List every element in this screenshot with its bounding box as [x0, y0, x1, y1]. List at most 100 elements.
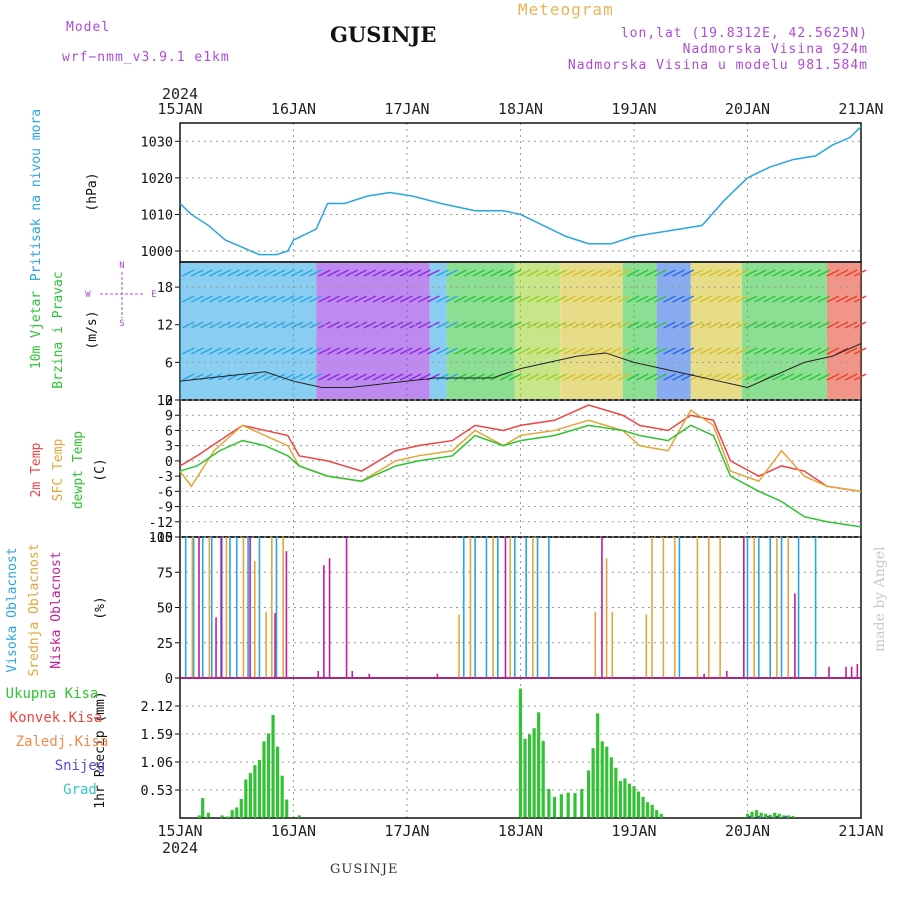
x-tick-label-bottom: 18JAN [498, 822, 543, 840]
wind-barb [545, 347, 558, 355]
precip-bar [623, 778, 627, 818]
wind-barb [454, 347, 467, 355]
wind-barb [663, 373, 676, 381]
x-tick-label-top: 21JAN [838, 100, 883, 118]
wind-barb [181, 269, 195, 277]
wind-barb [209, 269, 222, 277]
wind-barb [690, 295, 704, 303]
wind-barb [672, 347, 685, 355]
y-tick-label: 1.06 [140, 755, 173, 771]
wind-barb [517, 269, 531, 277]
wind-barb [817, 373, 831, 381]
wind-barb [853, 321, 867, 329]
wind-barb [536, 269, 549, 277]
x-tick-label-top: 20JAN [725, 100, 770, 118]
wind-barb [545, 321, 558, 329]
wind-barb [490, 347, 504, 355]
wind-barb [563, 373, 576, 381]
wind-barb [654, 295, 667, 303]
precip-bar [591, 748, 595, 818]
wind-barb [835, 295, 849, 303]
wind-barb [554, 347, 567, 355]
wind-barb [799, 373, 813, 381]
wind-barb [436, 295, 449, 303]
y-tick-label: 18 [157, 280, 173, 296]
wind-barb [672, 295, 685, 303]
wind-barb [763, 295, 776, 303]
legend-convective-rain: Konvek.Kisa [10, 710, 103, 726]
precip-bar [773, 812, 777, 818]
y-tick-label: -3 [157, 469, 173, 485]
altitude-label: Nadmorska Visina 924m [682, 42, 868, 57]
wind-barb [781, 295, 794, 303]
wind-dir-east: E [151, 290, 156, 300]
precip-bar [552, 796, 557, 818]
wind-barb [654, 269, 667, 277]
wind-barb [772, 321, 785, 329]
wind-barb [418, 269, 431, 277]
wind-barb [726, 373, 740, 381]
wind-barb [336, 373, 349, 381]
wind-barb [645, 269, 658, 277]
y-tick-label: 50 [157, 601, 173, 617]
precip-bar [573, 793, 577, 818]
wind-barb [290, 347, 304, 355]
wind-barb [345, 347, 359, 355]
wind-barb [318, 347, 331, 355]
precip-bar [527, 734, 532, 818]
x-tick-label-top: 15JAN [157, 100, 202, 118]
y-tick-label: 0 [165, 393, 173, 409]
wind-barb [272, 347, 286, 355]
wind-barb [563, 295, 576, 303]
wind-barb [645, 347, 658, 355]
wind-barb [381, 321, 395, 329]
wind-barb [590, 321, 604, 329]
wind-barb [590, 373, 604, 381]
wind-barb [318, 269, 331, 277]
wind-barb [263, 321, 277, 329]
wind-barb [726, 347, 740, 355]
wind-barb [672, 269, 685, 277]
wind-barb [272, 295, 286, 303]
wind-barb [517, 373, 531, 381]
cloud-mid-axis-title: Srednja Oblacnost [27, 543, 42, 676]
precip-bar [253, 765, 257, 818]
wind-barb [790, 373, 803, 381]
y-tick-label: 25 [157, 636, 173, 652]
wind-barb [254, 295, 268, 303]
temp-2m-line [179, 404, 862, 493]
wind-barb [299, 347, 313, 355]
wind-barb [209, 295, 222, 303]
wind-barb [826, 347, 840, 355]
wind-barb [517, 295, 531, 303]
wind-barb [826, 373, 840, 381]
wind-barb [181, 347, 195, 355]
wind-dir-south: S [119, 319, 124, 329]
snow-bar [766, 815, 769, 818]
wind-barb [218, 295, 231, 303]
wind-barb [772, 269, 785, 277]
wind-barb-field [180, 263, 861, 399]
wind-barb [472, 269, 486, 277]
wind-barb [735, 347, 749, 355]
wind-barb [717, 295, 731, 303]
wind-barb [572, 295, 586, 303]
wind-barb [635, 269, 649, 277]
wind-barb [790, 347, 803, 355]
wind-barb [309, 373, 322, 381]
wind-barb [844, 321, 858, 329]
wind-barb [263, 295, 277, 303]
wind-barb [590, 269, 604, 277]
wind-barb [817, 347, 831, 355]
wind-barb [354, 295, 368, 303]
wind-barb [345, 321, 359, 329]
precip-bar [523, 738, 527, 818]
wind-barb [463, 295, 477, 303]
wind-barb [181, 321, 195, 329]
wind-barb [191, 295, 204, 303]
wind-barb [554, 269, 567, 277]
wind-barb [645, 321, 658, 329]
wind-axis-subtitle: Brzina i Pravac [51, 271, 66, 388]
wind-barb [708, 295, 722, 303]
wind-barb [753, 321, 767, 329]
